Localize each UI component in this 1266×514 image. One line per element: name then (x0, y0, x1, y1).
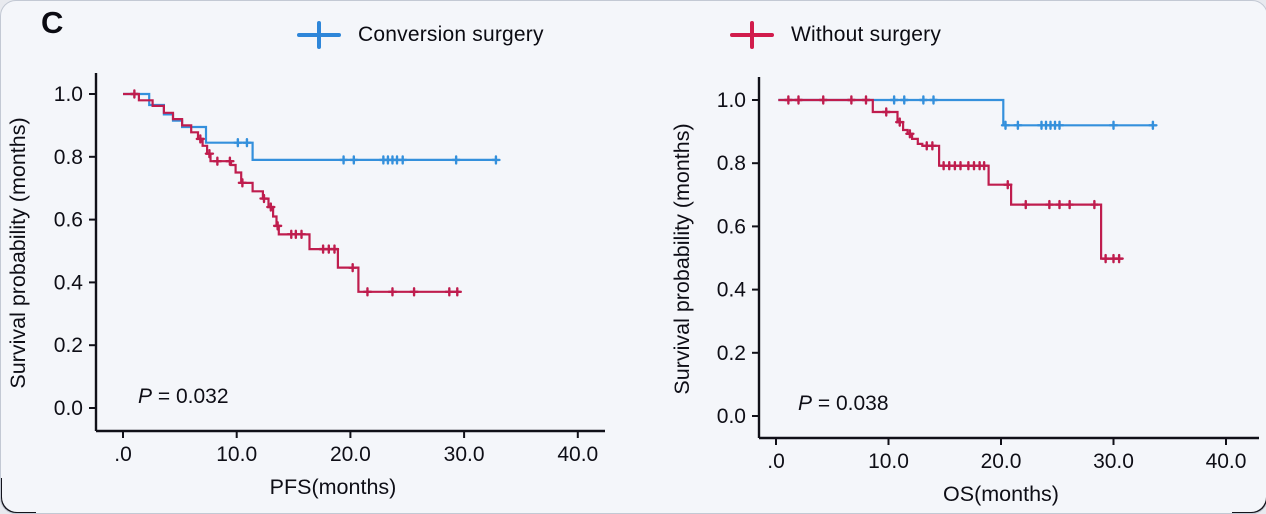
y-tick-label: 0.0 (54, 397, 83, 420)
km-curve-conversion-surgery (123, 92, 496, 161)
km-curve-without-surgery (778, 98, 1123, 260)
legend-label: Without surgery (791, 23, 942, 46)
os-plot: 1.0 0.8 0.6 0.4 0.2 0.0 .0 10.0 20.0 30.0 40.0 OS(m… (670, 77, 1259, 506)
legend-label: Conversion surgery (358, 23, 544, 46)
y-tick-label: 1.0 (717, 89, 746, 112)
km-curve-without-surgery (123, 92, 460, 293)
y-axis-title: Survival probability (months) (6, 117, 30, 388)
legend-item-without-surgery: Without surgery (729, 19, 941, 51)
y-tick-label: 0.2 (717, 342, 746, 365)
y-tick-label: 0.2 (54, 334, 83, 357)
x-tick-label: .0 (767, 450, 785, 473)
y-axis-title: Survival probability (months) (670, 123, 694, 394)
x-tick-label: 10.0 (868, 450, 909, 473)
p-value-label: P = 0.032 (138, 385, 229, 408)
y-tick-label: 0.6 (717, 215, 746, 238)
x-tick-label: 40.0 (1206, 450, 1247, 473)
x-tick-label: 30.0 (444, 443, 485, 466)
pfs-plot: 1.0 0.8 0.6 0.4 0.2 0.0 .0 10.0 20.0 30.0 40.0 PFS(… (6, 73, 605, 499)
plus-marker-icon (296, 19, 342, 51)
x-tick-label: 20.0 (981, 450, 1022, 473)
x-axis-title: PFS(months) (270, 475, 397, 499)
y-tick-label: 1.0 (54, 83, 83, 106)
plus-marker-icon (729, 19, 775, 51)
y-tick-label: 0.6 (54, 209, 83, 232)
x-tick-label: 20.0 (330, 443, 371, 466)
y-tick-label: 0.4 (54, 271, 84, 294)
x-tick-label: 30.0 (1093, 450, 1134, 473)
km-curve-conversion-surgery (778, 98, 1153, 127)
legend-item-conversion-surgery: Conversion surgery (296, 19, 544, 51)
panel-letter: C (41, 5, 64, 40)
x-tick-label: 10.0 (216, 443, 257, 466)
y-tick-label: 0.0 (717, 405, 746, 428)
y-tick-label: 0.8 (717, 152, 746, 175)
x-tick-label: 40.0 (557, 443, 598, 466)
y-tick-label: 0.8 (54, 146, 83, 169)
p-value-label: P = 0.038 (798, 392, 889, 415)
y-tick-label: 0.4 (717, 279, 747, 302)
x-tick-label: .0 (114, 443, 132, 466)
x-axis-title: OS(months) (943, 482, 1059, 506)
